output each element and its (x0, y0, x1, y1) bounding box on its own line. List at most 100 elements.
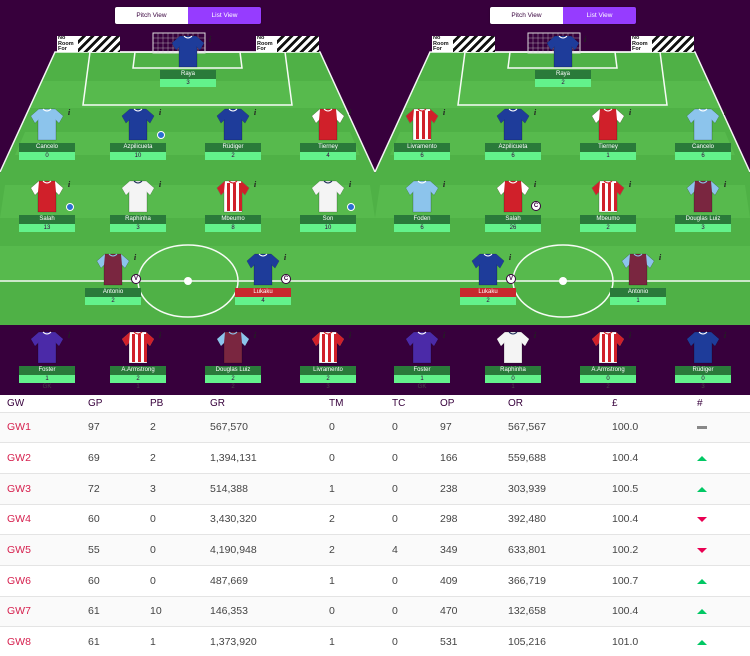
bench-player-card[interactable]: i Livramento 2 3 (300, 330, 356, 395)
list-view-tab[interactable]: List View (563, 7, 636, 24)
cell-op: 166 (433, 442, 501, 474)
info-icon[interactable]: i (442, 179, 446, 189)
cell-gw[interactable]: GW7 (0, 595, 81, 627)
shirt-icon (310, 179, 346, 213)
cell-pb: 3 (143, 472, 203, 505)
player-card[interactable]: i C Lukaku 4 (235, 252, 291, 318)
cell-gr: 4,190,948 (203, 534, 322, 566)
player-points: 6 (394, 224, 450, 232)
cell-gw[interactable]: GW1 (0, 411, 81, 443)
player-card[interactable]: i Tierney 4 (300, 107, 356, 173)
player-card[interactable]: i Raya 2 (535, 34, 591, 100)
player-name: Lukaku (460, 288, 516, 297)
header-gp: GP (88, 398, 103, 410)
player-card[interactable]: i Foden 6 (394, 179, 450, 245)
cell-pb: 0 (143, 534, 203, 566)
info-icon[interactable]: i (348, 330, 352, 340)
shirt-icon (29, 107, 65, 141)
cell-tm: 0 (322, 442, 385, 474)
cell-gw[interactable]: GW2 (0, 442, 81, 474)
shirt-icon (120, 107, 156, 141)
info-icon[interactable]: i (348, 107, 352, 117)
cell-rank-change (690, 442, 750, 474)
vice-captain-badge: V (131, 274, 141, 284)
bench-player-card[interactable]: i Raphinha 0 1 (485, 330, 541, 395)
info-icon[interactable]: i (283, 252, 287, 262)
info-icon[interactable]: i (67, 179, 71, 189)
cell-gw[interactable]: GW3 (0, 472, 81, 505)
info-icon[interactable]: i (442, 107, 446, 117)
shirt-icon (495, 330, 531, 364)
info-icon[interactable]: i (508, 252, 512, 262)
bench-player-card[interactable]: i A.Armstrong 2 1 (110, 330, 166, 395)
player-card[interactable]: i Azpilicueta 6 (485, 107, 541, 173)
info-icon[interactable]: i (658, 252, 662, 262)
info-icon[interactable]: i (583, 34, 587, 44)
player-card[interactable]: i Antonio 1 (610, 252, 666, 318)
info-icon[interactable]: i (723, 179, 727, 189)
player-card[interactable]: i Douglas Luiz 3 (675, 179, 731, 245)
info-icon[interactable]: i (628, 330, 632, 340)
player-card[interactable]: i Azpilicueta 10 (110, 107, 166, 173)
info-icon[interactable]: i (158, 107, 162, 117)
info-icon[interactable]: i (628, 179, 632, 189)
cell-gw[interactable]: GW6 (0, 564, 81, 597)
player-points: 2 (85, 297, 141, 305)
player-card[interactable]: i V Antonio 2 (85, 252, 141, 318)
cell-gw[interactable]: GW5 (0, 534, 81, 566)
info-icon[interactable]: i (253, 107, 257, 117)
info-icon[interactable]: i (533, 179, 537, 189)
shirt-icon (495, 179, 531, 213)
pitch-view-tab[interactable]: Pitch View (490, 7, 563, 24)
bench-player-card[interactable]: i Foster 1 GK (19, 330, 75, 395)
bench-player-card[interactable]: i A.Armstrong 0 2 (580, 330, 636, 395)
cell-gr: 146,353 (203, 595, 322, 627)
info-icon[interactable]: i (348, 179, 352, 189)
player-card[interactable]: i Cancelo 0 (19, 107, 75, 173)
bench-player-card[interactable]: i Foster 1 GK (394, 330, 450, 395)
list-view-tab[interactable]: List View (188, 7, 261, 24)
bench-player-card[interactable]: i Rüdiger 0 3 (675, 330, 731, 395)
cell-rank-change (690, 626, 750, 656)
player-card[interactable]: i Cancelo 6 (675, 107, 731, 173)
info-icon[interactable]: i (67, 330, 71, 340)
player-points: 10 (110, 152, 166, 160)
player-points: 0 (675, 375, 731, 383)
player-card[interactable]: i Son 10 (300, 179, 356, 245)
info-icon[interactable]: i (158, 179, 162, 189)
info-icon[interactable]: i (208, 34, 212, 44)
info-icon[interactable]: i (628, 107, 632, 117)
cell-gp: 61 (81, 626, 143, 656)
info-icon[interactable]: i (67, 107, 71, 117)
info-icon[interactable]: i (533, 330, 537, 340)
cell-pb: 1 (143, 626, 203, 656)
player-card[interactable]: i Mbeumo 8 (205, 179, 261, 245)
player-card[interactable]: i Tierney 1 (580, 107, 636, 173)
vice-captain-badge: V (506, 274, 516, 284)
info-icon[interactable]: i (253, 330, 257, 340)
info-icon[interactable]: i (158, 330, 162, 340)
shirt-icon (590, 330, 626, 364)
info-icon[interactable]: i (723, 107, 727, 117)
info-icon[interactable]: i (723, 330, 727, 340)
player-card[interactable]: i Raphinha 3 (110, 179, 166, 245)
shirt-icon (29, 179, 65, 213)
pitch-view-tab[interactable]: Pitch View (115, 7, 188, 24)
info-icon[interactable]: i (133, 252, 137, 262)
player-card[interactable]: i Mbeumo 2 (580, 179, 636, 245)
bench-player-card[interactable]: i Douglas Luiz 2 2 (205, 330, 261, 395)
player-name: Antonio (610, 288, 666, 297)
player-card[interactable]: i Raya 3 (160, 34, 216, 100)
player-card[interactable]: i C Salah 26 (485, 179, 541, 245)
player-card[interactable]: i Rüdiger 2 (205, 107, 261, 173)
player-points: 6 (485, 152, 541, 160)
player-card[interactable]: i Livramento 6 (394, 107, 450, 173)
info-icon[interactable]: i (533, 107, 537, 117)
cell-gw[interactable]: GW4 (0, 503, 81, 535)
info-icon[interactable]: i (253, 179, 257, 189)
info-icon[interactable]: i (442, 330, 446, 340)
player-card[interactable]: i Salah 13 (19, 179, 75, 245)
player-card[interactable]: i V Lukaku 2 (460, 252, 516, 318)
cell-gw[interactable]: GW8 (0, 626, 81, 656)
view-toggle: Pitch View List View (115, 7, 261, 24)
